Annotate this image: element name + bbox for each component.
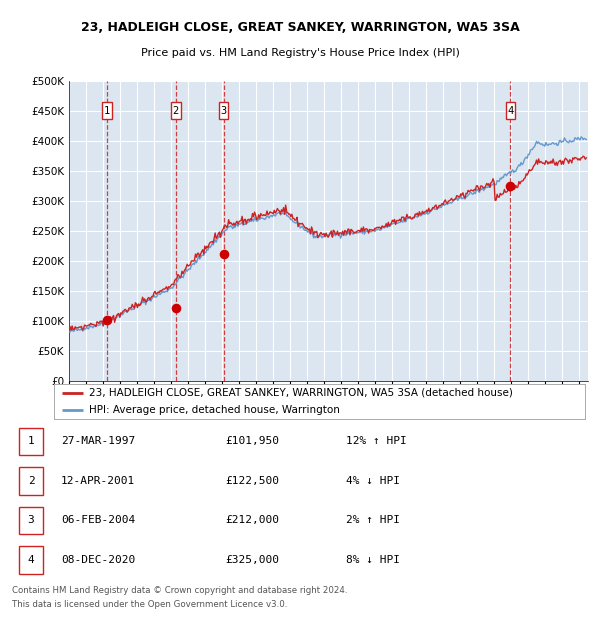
Text: Price paid vs. HM Land Registry's House Price Index (HPI): Price paid vs. HM Land Registry's House …	[140, 48, 460, 58]
Text: HPI: Average price, detached house, Warrington: HPI: Average price, detached house, Warr…	[89, 405, 340, 415]
Text: 23, HADLEIGH CLOSE, GREAT SANKEY, WARRINGTON, WA5 3SA (detached house): 23, HADLEIGH CLOSE, GREAT SANKEY, WARRIN…	[89, 388, 512, 398]
Text: This data is licensed under the Open Government Licence v3.0.: This data is licensed under the Open Gov…	[12, 600, 287, 609]
Text: £212,000: £212,000	[225, 515, 279, 525]
Point	[102, 315, 112, 325]
FancyBboxPatch shape	[171, 102, 181, 119]
Text: 2: 2	[28, 476, 34, 486]
Text: 4% ↓ HPI: 4% ↓ HPI	[346, 476, 400, 486]
FancyBboxPatch shape	[19, 428, 43, 455]
Point	[505, 181, 515, 191]
Text: 27-MAR-1997: 27-MAR-1997	[61, 436, 135, 446]
FancyBboxPatch shape	[219, 102, 229, 119]
Text: 3: 3	[221, 105, 227, 116]
Point	[171, 303, 181, 312]
Text: 23, HADLEIGH CLOSE, GREAT SANKEY, WARRINGTON, WA5 3SA: 23, HADLEIGH CLOSE, GREAT SANKEY, WARRIN…	[80, 21, 520, 34]
FancyBboxPatch shape	[19, 507, 43, 534]
Text: 3: 3	[28, 515, 34, 525]
Text: £101,950: £101,950	[225, 436, 279, 446]
Text: 06-FEB-2004: 06-FEB-2004	[61, 515, 135, 525]
Text: 08-DEC-2020: 08-DEC-2020	[61, 555, 135, 565]
FancyBboxPatch shape	[506, 102, 515, 119]
FancyBboxPatch shape	[19, 546, 43, 574]
Text: 4: 4	[507, 105, 514, 116]
Text: £325,000: £325,000	[225, 555, 279, 565]
Text: 12-APR-2001: 12-APR-2001	[61, 476, 135, 486]
Text: 4: 4	[28, 555, 34, 565]
FancyBboxPatch shape	[19, 467, 43, 495]
Text: 2% ↑ HPI: 2% ↑ HPI	[346, 515, 400, 525]
Text: 8% ↓ HPI: 8% ↓ HPI	[346, 555, 400, 565]
Text: 2: 2	[173, 105, 179, 116]
FancyBboxPatch shape	[102, 102, 112, 119]
Text: Contains HM Land Registry data © Crown copyright and database right 2024.: Contains HM Land Registry data © Crown c…	[12, 586, 347, 595]
Text: 1: 1	[28, 436, 34, 446]
Point	[219, 249, 229, 259]
Text: 1: 1	[104, 105, 110, 116]
Text: £122,500: £122,500	[225, 476, 279, 486]
Text: 12% ↑ HPI: 12% ↑ HPI	[346, 436, 407, 446]
